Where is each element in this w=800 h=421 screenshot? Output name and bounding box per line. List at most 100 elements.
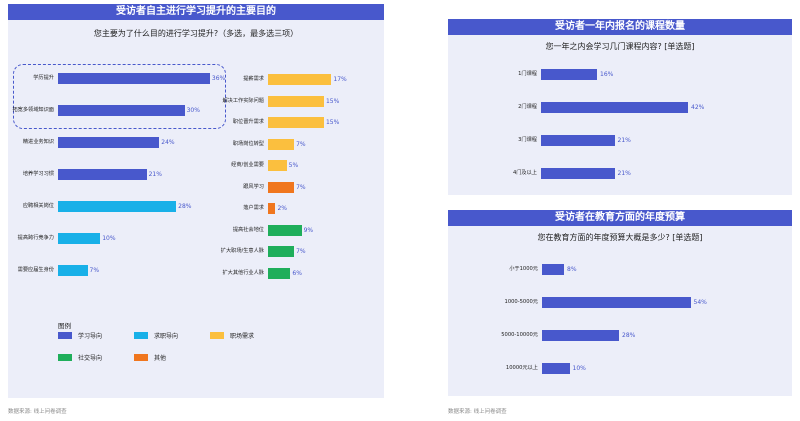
category-label: 1门课程 bbox=[518, 71, 537, 78]
category-label: 2门课程 bbox=[518, 104, 537, 111]
purpose-chart-panel: 受访者自主进行学习提升的主要目的 您主要为了什么目的进行学习提升?（多选，最多选… bbox=[8, 4, 384, 398]
bar bbox=[268, 181, 295, 193]
bar bbox=[58, 233, 101, 244]
budget-chart-question: 您在教育方面的年度预算大概是多少? [单选题] bbox=[537, 233, 703, 242]
value-label: 54% bbox=[693, 299, 707, 306]
highlight-dashed-box bbox=[13, 64, 226, 129]
category-label: 学历提升 bbox=[33, 75, 54, 82]
courses-chart-question: 您一年之内会学习几门课程内容? [单选题] bbox=[545, 42, 695, 51]
value-label: 42% bbox=[691, 104, 705, 111]
bar bbox=[268, 74, 332, 85]
value-label: 16% bbox=[600, 71, 614, 78]
legend-label: 求职导向 bbox=[154, 333, 179, 340]
bar bbox=[542, 363, 570, 374]
bar bbox=[268, 203, 276, 214]
value-label: 17% bbox=[333, 76, 347, 83]
courses-chart-panel: 受访者一年内报名的课程数量 您一年之内会学习几门课程内容? [单选题] 1门课程… bbox=[448, 19, 792, 195]
legend-swatch bbox=[134, 354, 148, 361]
value-label: 15% bbox=[325, 97, 340, 105]
source-note-left: 数据来源: 线上问卷调查 bbox=[8, 409, 67, 415]
bar bbox=[58, 265, 88, 276]
value-label: 9% bbox=[303, 226, 314, 234]
value-label: 28% bbox=[622, 332, 636, 339]
bar bbox=[268, 267, 291, 279]
source-note-right: 数据来源: 线上问卷调查 bbox=[448, 409, 507, 415]
legend-swatch bbox=[58, 354, 72, 361]
category-label: 5000-10000元 bbox=[501, 332, 538, 339]
legend-title: 图例 bbox=[58, 322, 71, 330]
bar bbox=[58, 169, 147, 180]
purpose-chart-title: 受访者自主进行学习提升的主要目的 bbox=[8, 4, 384, 20]
category-label: 3门课程 bbox=[518, 137, 537, 144]
value-label: 8% bbox=[567, 266, 577, 273]
legend-item: 学习导向 bbox=[58, 331, 102, 340]
value-label: 7% bbox=[296, 248, 306, 255]
category-label: 拓宽多领域知识面 bbox=[12, 107, 54, 114]
bar bbox=[542, 330, 619, 341]
bar bbox=[58, 105, 185, 116]
category-label: 需要应届生身份 bbox=[17, 267, 54, 274]
category-label: 职场岗位转型 bbox=[232, 140, 264, 147]
category-label: 小于1000元 bbox=[509, 266, 538, 273]
category-label: 提高跨行竞争力 bbox=[17, 235, 54, 242]
category-label: 精进业务知识 bbox=[22, 139, 54, 146]
category-label: 提薪需求 bbox=[243, 76, 264, 83]
value-label: 6% bbox=[292, 269, 302, 277]
value-label: 5% bbox=[288, 162, 299, 169]
category-label: 应聘相关岗位 bbox=[22, 203, 54, 210]
category-label: 10000元以上 bbox=[505, 365, 538, 372]
value-label: 10% bbox=[102, 235, 116, 242]
category-label: 职位晋升需求 bbox=[232, 119, 264, 126]
category-label: 跟风学习 bbox=[243, 183, 264, 190]
bar bbox=[268, 224, 302, 236]
legend-label: 职场需求 bbox=[230, 333, 255, 340]
budget-chart-title: 受访者在教育方面的年度预算 bbox=[448, 210, 792, 226]
purpose-chart-question: 您主要为了什么目的进行学习提升?（多选，最多选三项） bbox=[93, 29, 299, 38]
category-label: 解决工作实际问题 bbox=[222, 97, 264, 104]
category-label: 经商/创业需要 bbox=[231, 162, 264, 169]
legend-label: 学习导向 bbox=[78, 333, 103, 340]
value-label: 24% bbox=[161, 139, 175, 146]
value-label: 2% bbox=[277, 205, 287, 212]
bar bbox=[268, 95, 324, 107]
legend-item: 其他 bbox=[134, 353, 166, 362]
category-label: 培养学习习惯 bbox=[22, 171, 54, 178]
bar bbox=[542, 297, 691, 308]
courses-chart-title: 受访者一年内报名的课程数量 bbox=[448, 19, 792, 35]
bar bbox=[268, 138, 295, 150]
legend-label: 社交导向 bbox=[78, 355, 103, 362]
legend-item: 求职导向 bbox=[134, 331, 178, 340]
value-label: 30% bbox=[186, 107, 200, 114]
bar bbox=[542, 264, 564, 275]
value-label: 21% bbox=[617, 137, 631, 144]
bar bbox=[541, 168, 615, 179]
legend-swatch bbox=[210, 332, 224, 339]
bar bbox=[541, 102, 688, 113]
value-label: 7% bbox=[89, 267, 100, 274]
bar bbox=[58, 73, 210, 84]
bar bbox=[541, 135, 615, 146]
value-label: 7% bbox=[296, 183, 306, 191]
value-label: 15% bbox=[325, 119, 340, 126]
category-label: 4门及以上 bbox=[512, 170, 537, 177]
legend-item: 社交导向 bbox=[58, 353, 102, 362]
value-label: 28% bbox=[178, 203, 192, 210]
category-label: 落户需求 bbox=[243, 205, 264, 212]
budget-chart-panel: 受访者在教育方面的年度预算 您在教育方面的年度预算大概是多少? [单选题] 小于… bbox=[448, 210, 792, 396]
value-label: 7% bbox=[296, 140, 306, 148]
value-label: 21% bbox=[617, 170, 631, 177]
value-label: 36% bbox=[211, 75, 226, 82]
bar bbox=[58, 201, 177, 212]
bar bbox=[268, 117, 324, 128]
category-label: 扩大职场/生意人脉 bbox=[220, 248, 264, 255]
bar bbox=[541, 69, 597, 80]
bar bbox=[58, 137, 160, 148]
value-label: 10% bbox=[572, 365, 586, 372]
legend-item: 职场需求 bbox=[210, 331, 254, 340]
value-label: 21% bbox=[148, 171, 162, 178]
bar bbox=[268, 160, 287, 171]
bar bbox=[268, 246, 295, 257]
legend-swatch bbox=[58, 332, 72, 339]
category-label: 扩大其他行业人脉 bbox=[222, 269, 264, 276]
category-label: 提高社会地位 bbox=[232, 226, 264, 233]
